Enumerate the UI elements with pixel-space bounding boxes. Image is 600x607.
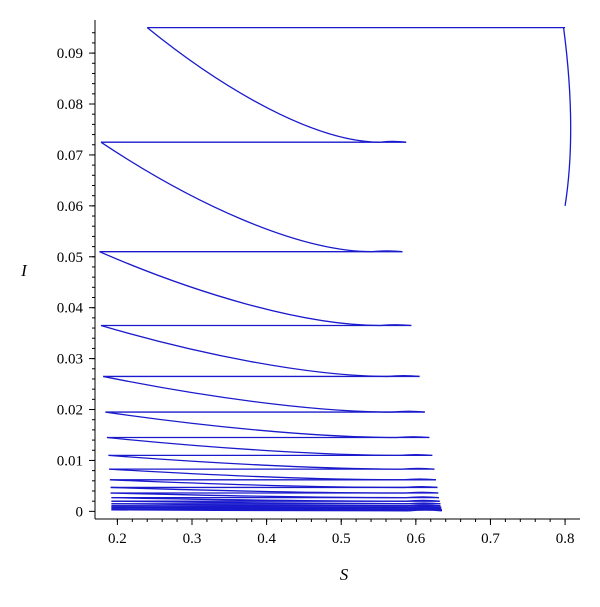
y-tick-label: 0.07 (57, 148, 84, 164)
decay-curve (146, 27, 381, 143)
x-tick-label: 0.8 (556, 531, 575, 547)
y-tick-label: 0.01 (57, 453, 83, 469)
x-axis-label: S (340, 565, 349, 584)
y-tick-label: 0.03 (57, 352, 83, 368)
decay-curve (111, 509, 409, 512)
decay-curve (100, 324, 388, 378)
y-ticks: 0 0.01 0.02 0.03 0.04 0.05 0.06 0.07 0.08 0.09 (57, 32, 95, 520)
y-axis-label: I (20, 261, 28, 280)
x-tick-label: 0.2 (108, 531, 127, 547)
decay-curve (99, 251, 381, 327)
decay-tail (408, 509, 443, 512)
y-tick-label: 0.05 (57, 250, 83, 266)
decay-curve (108, 454, 402, 470)
x-ticks: 0.2 0.3 0.4 0.5 0.6 0.7 0.8 (108, 519, 574, 547)
y-tick-label: 0.04 (57, 301, 84, 317)
y-tick-label: 0 (76, 504, 84, 520)
y-tick-label: 0.06 (57, 199, 84, 215)
decay-curve (109, 468, 404, 481)
y-tick-label: 0.08 (57, 97, 83, 113)
x-tick-label: 0.5 (332, 531, 351, 547)
decay-curve (105, 411, 397, 439)
decay-curve (100, 141, 373, 253)
x-tick-label: 0.7 (481, 531, 500, 547)
trajectory-series (99, 26, 572, 512)
decay-curve (109, 479, 405, 489)
axes (94, 20, 580, 520)
decay-curve (106, 436, 400, 457)
initial-arc (562, 27, 572, 206)
decay-curve (110, 492, 407, 499)
x-tick-label: 0.4 (257, 531, 276, 547)
x-tick-label: 0.3 (183, 531, 202, 547)
decay-curve (103, 375, 393, 413)
x-tick-label: 0.6 (406, 531, 425, 547)
decay-curve (110, 486, 406, 494)
y-tick-label: 0.02 (57, 403, 83, 419)
y-tick-label: 0.09 (57, 46, 83, 62)
